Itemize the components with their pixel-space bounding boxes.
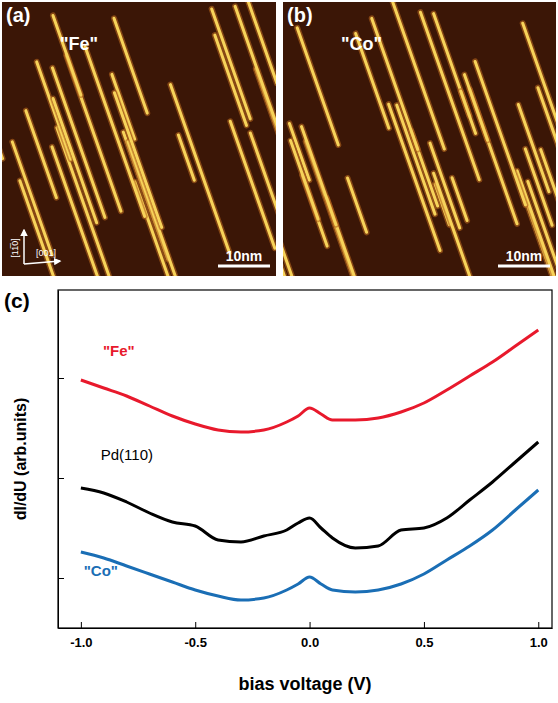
stm-stripe	[215, 35, 247, 125]
x-tick-label: 0.0	[301, 635, 319, 650]
direction-arrow	[23, 230, 25, 264]
image-background	[2, 2, 276, 276]
stm-stripe	[475, 61, 525, 204]
scale-bar	[218, 265, 270, 268]
series-label: Pd(110)	[101, 446, 153, 463]
x-tick-mark	[81, 622, 82, 628]
stm-stripe	[112, 74, 135, 139]
scale-bar	[498, 265, 550, 268]
stm-stripe	[53, 99, 97, 223]
x-tick: 1.0	[530, 622, 548, 650]
panel-letter: (a)	[6, 4, 30, 26]
series-label: "Co"	[84, 562, 118, 579]
stm-stripe-glow	[53, 99, 97, 223]
stm-stripe-glow	[112, 74, 135, 139]
y-tick-mark	[58, 378, 64, 379]
stm-stripe-glow	[475, 61, 525, 204]
panel-letter: (c)	[4, 289, 30, 312]
stm-stripe-glow	[235, 6, 276, 159]
x-axis: -1.0 -0.5 0.0 0.5 1.0	[59, 622, 553, 650]
stm-stripe-glow	[215, 35, 247, 125]
y-axis-title: dI/dU (arb.units)	[12, 398, 29, 521]
y-axis	[58, 291, 64, 629]
stm-stripe	[235, 6, 276, 159]
y-axis-line	[58, 291, 59, 629]
stm-stripe	[327, 198, 389, 276]
stm-stripe-glow	[230, 121, 275, 248]
stm-stripe	[114, 93, 161, 228]
stm-stripe-glow	[283, 151, 302, 276]
spectrum-line	[81, 330, 538, 432]
x-tick: -0.5	[185, 622, 207, 650]
x-tick-label: -0.5	[185, 635, 207, 650]
stm-stripe	[348, 178, 367, 232]
stm-image: (a) "Fe" 10nm [11̅0] [001]	[0, 0, 304, 348]
stm-stripe	[434, 173, 493, 276]
x-tick-mark	[310, 622, 311, 628]
plot-area	[81, 330, 538, 600]
image-background	[283, 2, 556, 276]
x-tick-mark	[538, 622, 539, 628]
scale-bar-label: 10nm	[226, 248, 263, 264]
stm-stripe-glow	[538, 88, 556, 152]
stm-stripe-glow	[348, 178, 367, 232]
stm-stripe	[301, 127, 335, 225]
stm-stripe	[291, 140, 319, 219]
direction-label: [11̅0]	[10, 238, 20, 257]
x-axis-line	[59, 628, 553, 629]
stm-stripe	[283, 151, 302, 276]
y-tick	[58, 478, 64, 479]
direction-arrow	[24, 261, 60, 264]
panel-letter: (b)	[287, 4, 313, 26]
x-axis-title: bias voltage (V)	[238, 674, 371, 694]
y-tick	[58, 578, 64, 579]
stm-stripe-glow	[52, 68, 105, 218]
x-tick-mark	[424, 622, 425, 628]
x-tick-mark	[195, 622, 196, 628]
stm-stripe-glow	[291, 140, 319, 219]
x-tick: 0.0	[301, 622, 319, 650]
stm-stripe	[2, 42, 3, 159]
series-label: "Fe"	[103, 342, 135, 359]
x-tick-label: -1.0	[70, 635, 92, 650]
stm-stripe-glow	[2, 42, 3, 159]
x-tick-label: 0.5	[415, 635, 433, 650]
stm-stripe	[397, 105, 435, 214]
x-tick-label: 1.0	[530, 635, 548, 650]
stm-stripe	[52, 68, 105, 218]
stm-stripe	[230, 121, 275, 248]
figure: (a) "Fe" 10nm [11̅0] [001] (b) "Co" 10nm -1.0 -0.…	[0, 0, 558, 703]
stm-stripe-glow	[12, 142, 52, 255]
y-tick-mark	[58, 478, 64, 479]
spectrum-line	[81, 490, 538, 600]
y-tick	[58, 378, 64, 379]
image-label: "Fe"	[60, 34, 98, 54]
x-tick: 0.5	[415, 622, 433, 650]
plot-frame	[58, 290, 552, 628]
stm-stripe-glow	[114, 93, 161, 228]
stm-stripe	[170, 85, 229, 253]
stm-stripe-glow	[26, 111, 57, 198]
stm-stripe-glow	[397, 105, 435, 214]
stm-stripe-glow	[434, 173, 493, 276]
image-label: "Co"	[341, 34, 382, 54]
stm-image: (b) "Co" 10nm	[224, 0, 558, 376]
y-tick-mark	[58, 578, 64, 579]
stm-stripe-glow	[327, 198, 389, 276]
stm-stripe-glow	[518, 104, 549, 191]
stm-stripe	[538, 88, 556, 152]
direction-label: [001]	[36, 248, 56, 258]
stm-stripe-glow	[301, 127, 335, 225]
stm-stripe-glow	[170, 85, 229, 253]
stm-stripe	[518, 104, 549, 191]
stm-stripe	[12, 142, 52, 255]
stm-stripe-glow	[389, 104, 440, 250]
scale-bar-label: 10nm	[506, 248, 543, 264]
stm-stripe	[26, 111, 57, 198]
spectrum-line	[81, 442, 538, 548]
x-tick: -1.0	[70, 622, 92, 650]
stm-stripe	[389, 104, 440, 250]
